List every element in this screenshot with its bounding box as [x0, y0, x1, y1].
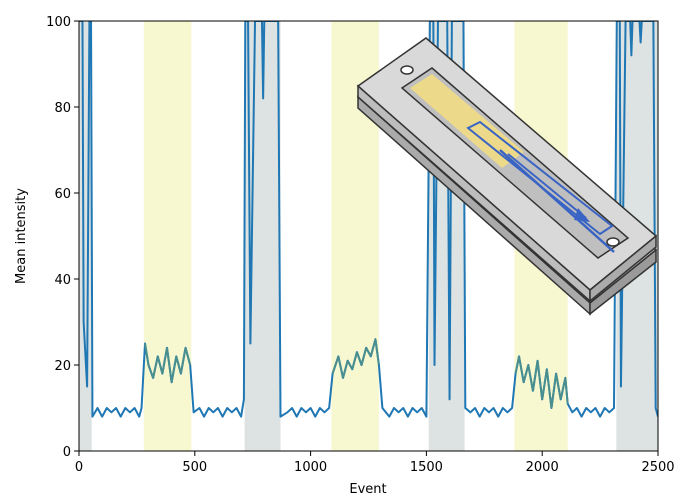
- series-highlight-segment: [156, 356, 164, 374]
- series-highlight-segment: [337, 356, 345, 379]
- series-highlight-segment: [360, 347, 368, 366]
- x-tick-label: 500: [182, 460, 207, 475]
- series-highlight-segment: [342, 360, 349, 379]
- series-highlight-segment: [536, 360, 544, 400]
- y-tick-label: 20: [54, 359, 71, 374]
- y-axis-label: Mean intensity: [14, 188, 29, 284]
- series-highlight-segment: [346, 360, 354, 370]
- x-tick-label: 1000: [294, 460, 327, 475]
- series-highlight-segment: [147, 364, 155, 379]
- x-tick-label: 2500: [641, 460, 674, 475]
- series-highlight-segment: [184, 347, 192, 366]
- series-highlight-segment: [541, 369, 548, 400]
- x-tick-label: 2000: [526, 460, 559, 475]
- shaded-region-yellow: [143, 21, 192, 451]
- series-highlight-segment: [522, 364, 530, 383]
- series-highlight-segment: [166, 347, 173, 383]
- y-tick-label: 80: [54, 101, 71, 116]
- series-highlight-segment: [527, 364, 534, 391]
- series-highlight-segment: [374, 339, 380, 366]
- series-highlight-segment: [514, 356, 521, 374]
- series-highlight-segment: [175, 356, 182, 374]
- series-highlight-segment: [555, 373, 562, 400]
- plot-frame: [78, 20, 659, 452]
- series-highlight-segment: [351, 351, 358, 370]
- x-axis-label: Event: [349, 482, 386, 497]
- series-highlight-segment: [144, 343, 150, 366]
- series-highlight-segment: [179, 347, 187, 374]
- series-highlight-segment: [365, 347, 372, 357]
- y-tick-label: 40: [54, 273, 71, 288]
- y-tick-label: 100: [46, 15, 71, 30]
- series-highlight-segment: [152, 356, 159, 379]
- y-tick-label: 0: [63, 445, 71, 460]
- y-axis-ticks: 0 20 40 60 80 100: [46, 15, 79, 460]
- series-highlight-segment: [331, 356, 340, 374]
- series-highlight-segment: [170, 356, 178, 383]
- series-highlight-segment: [161, 347, 168, 374]
- x-tick-label: 1500: [410, 460, 443, 475]
- y-tick-label: 60: [54, 187, 71, 202]
- series-highlight-segment: [355, 351, 363, 366]
- series-highlight-segment: [564, 377, 569, 404]
- series-highlight-segment: [550, 373, 558, 409]
- series-lines: [79, 21, 658, 418]
- series-highlight-segment: [531, 360, 539, 391]
- series-highlight-segment: [559, 377, 567, 400]
- series-highlight-segment: [369, 338, 377, 357]
- series-highlight-segment: [545, 369, 553, 409]
- series-highlight-segment: [518, 356, 525, 383]
- x-axis-ticks: 0 500 1000 1500 2000 2500: [75, 451, 675, 475]
- device-illustration: [356, 37, 658, 316]
- x-tick-label: 0: [75, 460, 83, 475]
